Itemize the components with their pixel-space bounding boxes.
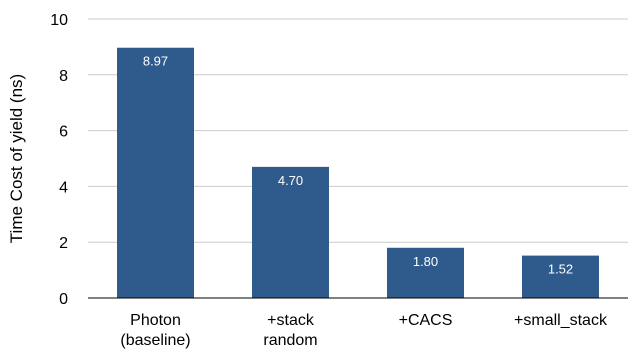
bar-value-label: 4.70 [278, 173, 303, 188]
bar [387, 247, 464, 298]
x-category-label: +small_stack [514, 312, 608, 329]
y-tick-label: 10 [50, 12, 68, 29]
x-category-label: +stack [267, 312, 315, 329]
y-axis-title: Time Cost of yield (ns) [7, 74, 26, 243]
x-category-label: (baseline) [120, 332, 190, 349]
y-tick-label: 8 [59, 68, 68, 85]
y-tick-label: 0 [59, 291, 68, 308]
bar-value-label: 1.52 [548, 262, 573, 277]
bar [522, 255, 599, 298]
bars [117, 47, 599, 298]
x-category-label: Photon [130, 312, 181, 329]
x-category-label: +CACS [399, 312, 453, 329]
y-tick-label: 6 [59, 124, 68, 141]
bar-value-label: 8.97 [143, 54, 168, 69]
bar [252, 166, 329, 298]
bar-value-label: 1.80 [413, 254, 438, 269]
y-tick-label: 2 [59, 235, 68, 252]
y-axis-ticks: 0 2 4 6 8 10 [50, 12, 68, 308]
data-labels: 8.97 4.70 1.80 1.52 [143, 54, 573, 277]
x-axis-labels: Photon (baseline) +stack random +CACS +small_… [120, 312, 608, 349]
x-category-label: random [263, 332, 317, 349]
bar [117, 47, 194, 298]
y-tick-label: 4 [59, 179, 68, 196]
